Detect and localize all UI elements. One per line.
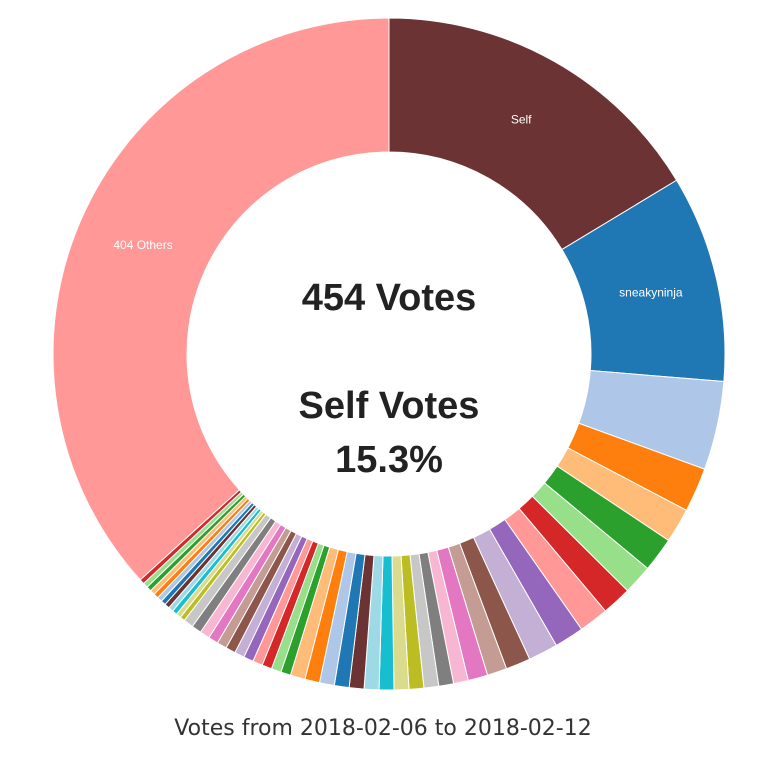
chart-caption: Votes from 2018-02-06 to 2018-02-12 xyxy=(174,716,592,741)
slice-50 xyxy=(52,17,390,581)
total-votes-label: 454 Votes xyxy=(302,277,477,319)
donut-slices xyxy=(52,17,726,691)
self-votes-heading: Self Votes xyxy=(299,385,480,427)
donut-chart: Self sneakyninja 404 Others 454 Votes Self… xyxy=(52,17,726,691)
slice-label-50: 404 Others xyxy=(113,238,172,252)
slice-0 xyxy=(388,17,678,251)
self-votes-percent: 15.3% xyxy=(335,439,443,481)
slice-labels: Self sneakyninja 404 Others xyxy=(113,113,683,300)
slice-label-0: Self xyxy=(511,113,532,127)
slice-label-1: sneakyninja xyxy=(619,285,683,299)
